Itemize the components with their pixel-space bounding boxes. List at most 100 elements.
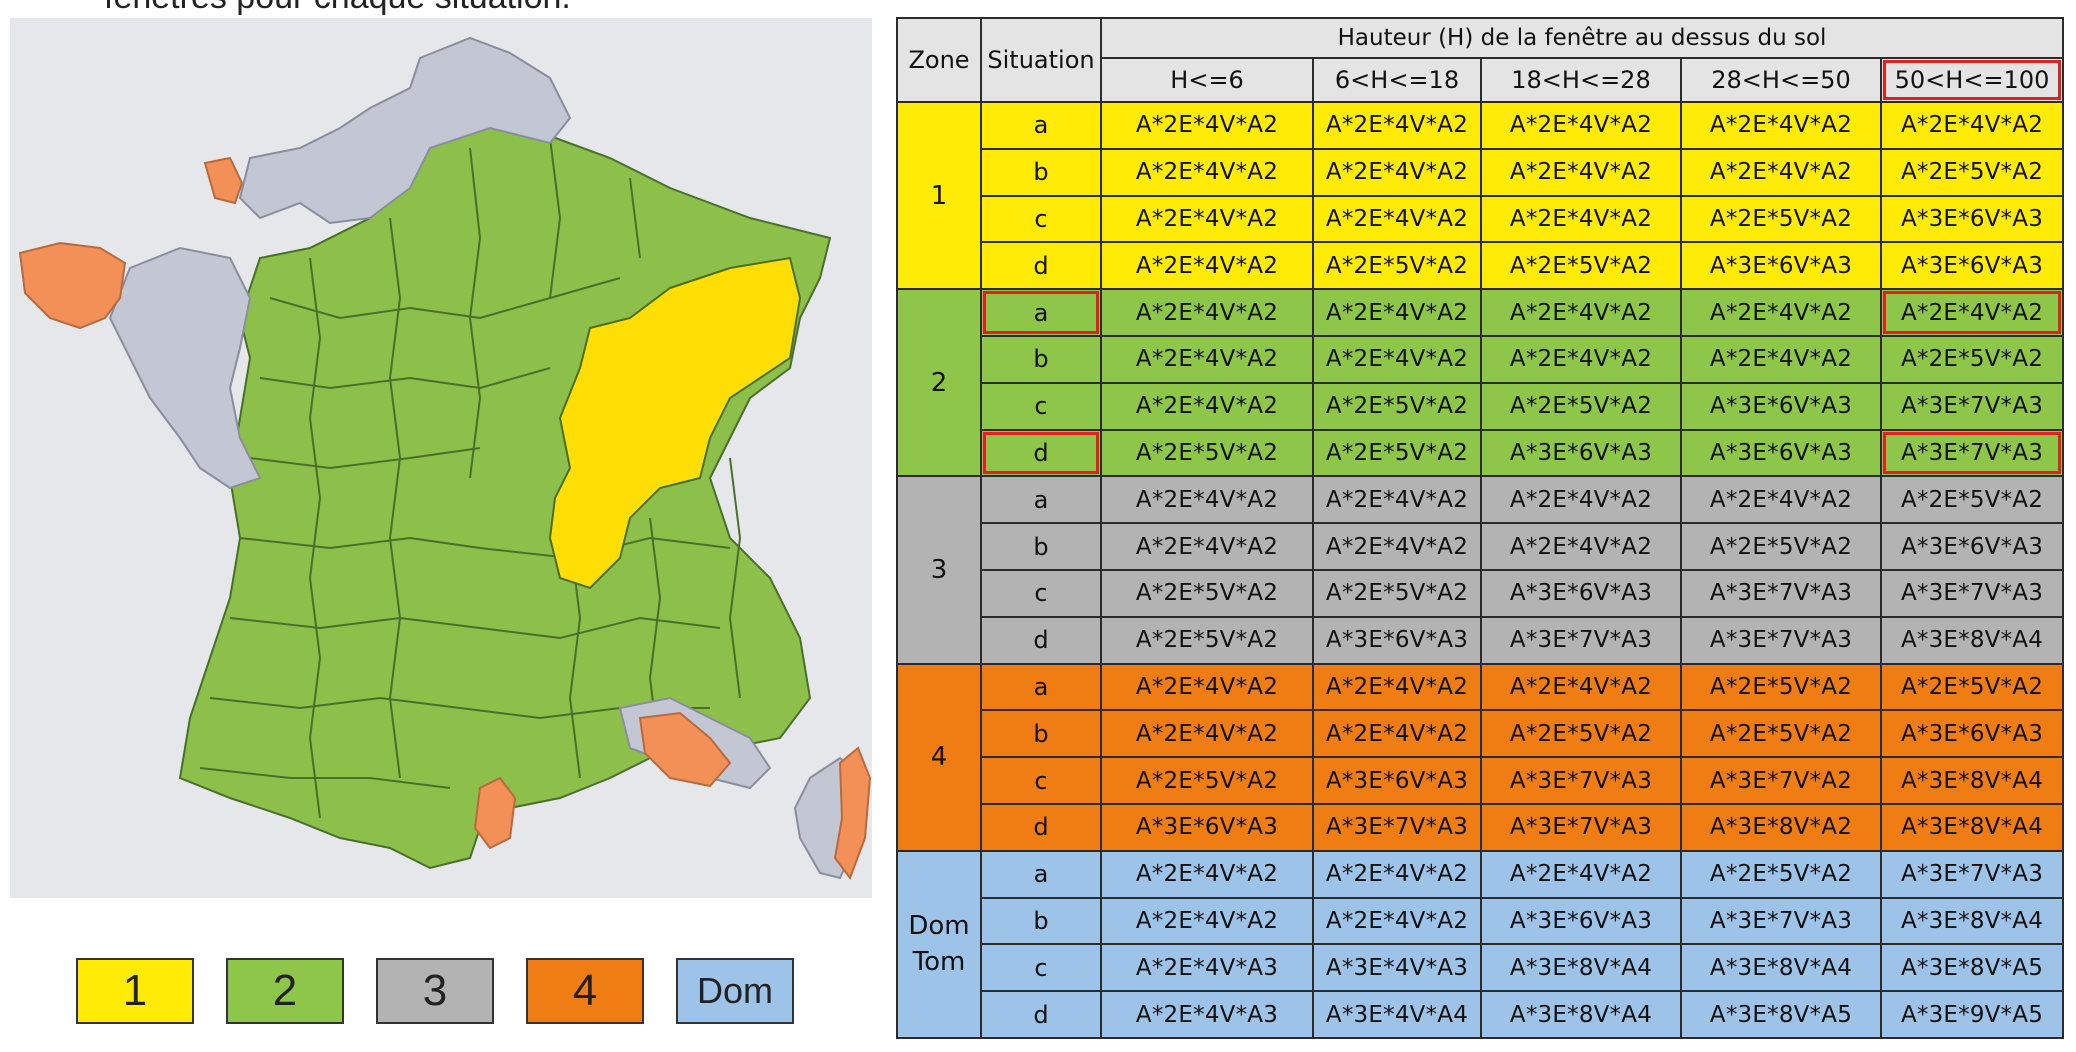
rating-cell: A*2E*4V*A2: [1480, 147, 1682, 197]
rating-cell: A*2E*4V*A2: [1312, 662, 1482, 712]
rating-cell: A*2E*4V*A2: [1480, 101, 1682, 150]
situation-cell: b: [980, 334, 1102, 384]
header-range: 28<H<=50: [1680, 57, 1882, 103]
table-row: 2 a A*2E*4V*A2 A*2E*4V*A2 A*2E*4V*A2 A*2E*4V*…: [896, 288, 2065, 478]
rating-cell: A*2E*4V*A2: [1312, 896, 1482, 946]
rating-cell: A*2E*5V*A2: [1680, 849, 1882, 899]
rating-cell: A*3E*6V*A3: [1680, 428, 1882, 478]
rating-cell: A*2E*4V*A2: [1100, 241, 1314, 291]
rating-cell: A*2E*4V*A2: [1312, 709, 1482, 759]
header-range: 50<H<=100: [1879, 57, 2065, 103]
rating-cell: A*2E*5V*A2: [1312, 568, 1482, 618]
rating-cell: A*3E*8V*A4: [1879, 756, 2065, 805]
zone-label: 3: [896, 475, 982, 665]
map-region-zone-1: [548, 256, 802, 590]
table-row: c A*2E*4V*A3 A*3E*4V*A3 A*3E*8V*A4 A*3E*8V*A…: [897, 943, 2065, 993]
rating-cell: A*2E*4V*A2: [1480, 334, 1682, 384]
situation-cell: d: [980, 241, 1102, 291]
rating-cell: A*3E*8V*A4: [1879, 896, 2065, 946]
situation-cell: b: [980, 147, 1102, 197]
table-row: d A*2E*4V*A2 A*2E*5V*A2 A*2E*5V*A2 A*3E*6V*A…: [897, 241, 2065, 291]
rating-cell: A*2E*5V*A2: [1312, 241, 1482, 291]
rating-cell: A*2E*5V*A2: [1480, 709, 1682, 759]
rating-cell: A*2E*4V*A2: [1312, 101, 1482, 150]
rating-cell: A*3E*7V*A3: [1680, 615, 1882, 665]
rating-cell: A*3E*7V*A3: [1480, 756, 1682, 805]
rating-cell: A*3E*6V*A3: [1680, 381, 1882, 431]
rating-cell: A*2E*4V*A2: [1100, 288, 1314, 337]
legend-swatch-1: 1: [76, 958, 194, 1024]
rating-cell: A*2E*4V*A2: [1312, 288, 1482, 337]
rating-cell: A*2E*5V*A2: [1879, 662, 2065, 712]
rating-cell: A*2E*5V*A2: [1100, 615, 1314, 665]
header-situation: Situation: [980, 17, 1102, 103]
rating-cell: A*3E*6V*A3: [1312, 615, 1482, 665]
rating-cell: A*2E*4V*A2: [1879, 288, 2065, 337]
window-rating-table-container: Zone Situation Hauteur (H) de la fenêtre…: [896, 17, 2065, 1039]
rating-cell: A*3E*6V*A3: [1879, 709, 2065, 759]
situation-cell: d: [980, 615, 1102, 665]
map-region-zone-3-north: [238, 36, 572, 225]
table-row: c A*2E*5V*A2 A*3E*6V*A3 A*3E*7V*A3 A*3E*7V*A…: [897, 756, 2065, 805]
situation-cell: a: [980, 849, 1102, 899]
rating-cell: A*2E*4V*A2: [1480, 662, 1682, 712]
map-drawing: [18, 36, 872, 881]
rating-cell: A*3E*6V*A3: [1879, 522, 2065, 571]
table-row: 1 a A*2E*4V*A2 A*2E*4V*A2 A*2E*4V*A2 A*2E*4V*…: [896, 100, 2065, 291]
rating-cell: A*3E*8V*A4: [1879, 615, 2065, 665]
situation-cell: b: [980, 522, 1102, 571]
france-zone-map: [10, 18, 872, 898]
rating-cell: A*3E*7V*A3: [1480, 802, 1682, 852]
rating-cell: A*2E*4V*A2: [1100, 709, 1314, 759]
map-region-zone-4-roussillon: [473, 776, 517, 850]
map-region-zone-3-west: [108, 246, 262, 490]
rating-cell: A*2E*5V*A2: [1312, 428, 1482, 478]
rating-cell: A*3E*6V*A3: [1879, 241, 2065, 291]
table-row: c A*2E*4V*A2 A*2E*5V*A2 A*2E*5V*A2 A*3E*6V*A…: [897, 381, 2065, 431]
table-row: d A*3E*6V*A3 A*3E*7V*A3 A*3E*7V*A3 A*3E*8V*A…: [897, 802, 2065, 852]
situation-cell: a: [980, 662, 1102, 712]
map-region-zone-4-corsica: [833, 746, 872, 881]
legend-swatch-dom: Dom: [676, 958, 794, 1024]
table-row: b A*2E*4V*A2 A*2E*4V*A2 A*2E*4V*A2 A*2E*4V*A…: [897, 334, 2065, 384]
rating-cell: A*2E*4V*A2: [1312, 522, 1482, 571]
table-row: b A*2E*4V*A2 A*2E*4V*A2 A*2E*4V*A2 A*2E*4V*A…: [897, 147, 2065, 197]
rating-cell: A*2E*4V*A2: [1312, 475, 1482, 525]
situation-cell: c: [980, 943, 1102, 993]
legend-label-3: 3: [422, 966, 448, 1015]
legend-swatch-3: 3: [376, 958, 494, 1024]
header-range: 6<H<=18: [1312, 57, 1482, 103]
rating-cell: A*2E*5V*A2: [1680, 194, 1882, 244]
rating-cell: A*2E*5V*A2: [1100, 756, 1314, 805]
rating-cell: A*2E*5V*A2: [1680, 709, 1882, 759]
table-row: Dom Tom a A*2E*4V*A2 A*2E*4V*A2 A*2E*4V*A2 A*…: [896, 849, 2065, 1039]
situation-cell: d: [980, 990, 1102, 1039]
rating-cell: A*3E*4V*A3: [1312, 943, 1482, 993]
rating-cell: A*2E*4V*A2: [1100, 849, 1314, 899]
situation-cell: b: [980, 709, 1102, 759]
rating-cell: A*2E*4V*A2: [1480, 522, 1682, 571]
rating-cell: A*3E*8V*A4: [1680, 943, 1882, 993]
rating-cell: A*2E*4V*A2: [1480, 849, 1682, 899]
rating-cell: A*2E*4V*A2: [1312, 147, 1482, 197]
rating-cell: A*3E*7V*A3: [1480, 615, 1682, 665]
rating-cell: A*3E*6V*A3: [1312, 756, 1482, 805]
rating-cell: A*3E*6V*A3: [1879, 194, 2065, 244]
rating-cell: A*2E*4V*A2: [1680, 288, 1882, 337]
rating-cell: A*3E*7V*A3: [1680, 568, 1882, 618]
legend-swatch-4: 4: [526, 958, 644, 1024]
situation-cell: c: [980, 194, 1102, 244]
rating-cell: A*2E*4V*A2: [1480, 288, 1682, 337]
rating-cell: A*3E*7V*A2: [1680, 756, 1882, 805]
rating-cell: A*2E*4V*A2: [1100, 334, 1314, 384]
rating-cell: A*2E*4V*A2: [1480, 194, 1682, 244]
table-row: b A*2E*4V*A2 A*2E*4V*A2 A*3E*6V*A3 A*3E*7V*A…: [897, 896, 2065, 946]
legend-label-1: 1: [122, 966, 148, 1015]
zone-label: 1: [896, 100, 982, 291]
table-row: 3 a A*2E*4V*A2 A*2E*4V*A2 A*2E*4V*A2 A*2E*4V*…: [896, 475, 2065, 665]
rating-cell: A*2E*4V*A2: [1100, 475, 1314, 525]
rating-cell: A*2E*5V*A2: [1480, 381, 1682, 431]
rating-cell: A*2E*5V*A2: [1680, 662, 1882, 712]
rating-cell: A*3E*7V*A3: [1879, 568, 2065, 618]
situation-cell: b: [980, 896, 1102, 946]
